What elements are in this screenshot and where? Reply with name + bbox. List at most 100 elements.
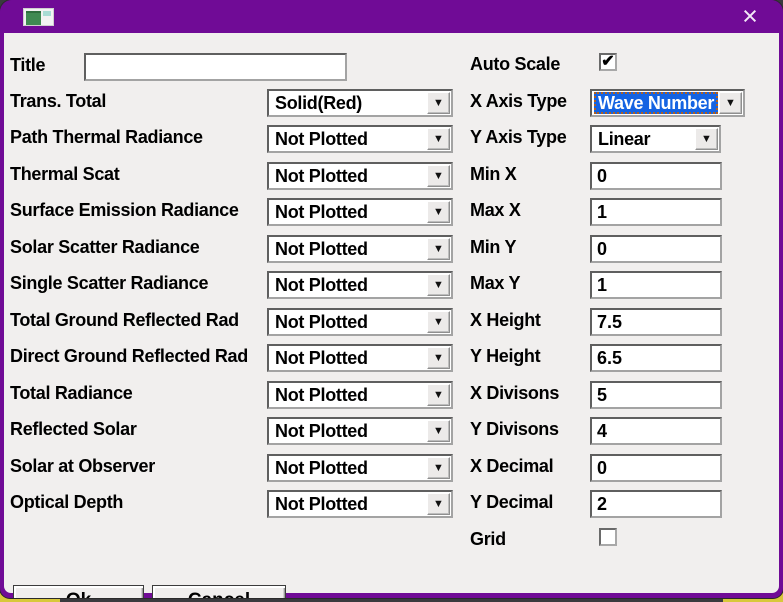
x-decimal-input[interactable] xyxy=(590,453,722,482)
ok-button[interactable]: Ok xyxy=(13,585,144,598)
thermal-scat-dropdown[interactable]: Not Plotted ▼ xyxy=(267,161,453,190)
series-label: Thermal Scat xyxy=(10,163,120,184)
trans-total-dropdown[interactable]: Solid(Red) ▼ xyxy=(267,88,453,117)
min-y-input[interactable] xyxy=(590,234,722,263)
dropdown-arrow-icon[interactable]: ▼ xyxy=(427,347,450,369)
axis-panel: Auto Scale ✔ X Axis Type Wave Number ▼ Y… xyxy=(470,52,770,592)
min-y-label: Min Y xyxy=(470,236,517,257)
dropdown-value: Not Plotted xyxy=(275,311,368,332)
series-row: Solar Scatter Radiance Not Plotted ▼ xyxy=(10,234,460,265)
series-row: Total Radiance Not Plotted ▼ xyxy=(10,380,460,411)
dialog-body: Title Trans. Total Solid(Red) ▼ Path The… xyxy=(4,33,779,598)
x-axis-type-label: X Axis Type xyxy=(470,90,567,111)
min-x-input[interactable] xyxy=(590,161,722,190)
single-scatter-radiance-dropdown[interactable]: Not Plotted ▼ xyxy=(267,271,453,299)
dropdown-arrow-icon[interactable]: ▼ xyxy=(427,91,450,114)
total-radiance-dropdown[interactable]: Not Plotted ▼ xyxy=(267,380,453,409)
dropdown-arrow-icon[interactable]: ▼ xyxy=(427,128,450,150)
dropdown-value: Not Plotted xyxy=(275,165,368,186)
dropdown-value: Linear xyxy=(598,129,651,149)
dropdown-value: Not Plotted xyxy=(275,421,368,441)
auto-scale-checkbox[interactable]: ✔ xyxy=(599,53,617,71)
dropdown-value: Not Plotted xyxy=(275,275,368,295)
dropdown-value: Not Plotted xyxy=(275,238,368,259)
min-y-row: Min Y xyxy=(470,234,770,265)
series-label: Reflected Solar xyxy=(10,419,137,439)
series-row: Solar at Observer Not Plotted ▼ xyxy=(10,453,460,484)
y-height-label: Y Height xyxy=(470,346,541,366)
close-icon[interactable]: × xyxy=(742,1,758,31)
series-row: Reflected Solar Not Plotted ▼ xyxy=(10,417,460,447)
dropdown-arrow-icon[interactable]: ▼ xyxy=(427,274,450,296)
series-row: Path Thermal Radiance Not Plotted ▼ xyxy=(10,125,460,155)
dropdown-value: Not Plotted xyxy=(275,202,368,222)
y-height-row: Y Height xyxy=(470,344,770,374)
dropdown-arrow-icon[interactable]: ▼ xyxy=(427,420,450,442)
auto-scale-row: Auto Scale ✔ xyxy=(470,52,770,82)
app-icon-panel xyxy=(43,11,51,16)
dropdown-value: Not Plotted xyxy=(275,348,368,368)
series-row: Single Scatter Radiance Not Plotted ▼ xyxy=(10,271,460,301)
series-row: Surface Emission Radiance Not Plotted ▼ xyxy=(10,198,460,228)
cancel-button[interactable]: Cancel xyxy=(152,585,286,598)
series-label: Optical Depth xyxy=(10,492,124,512)
y-axis-type-label: Y Axis Type xyxy=(470,127,567,147)
dropdown-arrow-icon[interactable]: ▼ xyxy=(427,493,450,515)
dropdown-arrow-icon[interactable]: ▼ xyxy=(719,91,742,114)
x-divisons-row: X Divisons xyxy=(470,380,770,411)
series-label: Total Radiance xyxy=(10,382,133,403)
solar-at-observer-dropdown[interactable]: Not Plotted ▼ xyxy=(267,453,453,482)
series-panel: Title Trans. Total Solid(Red) ▼ Path The… xyxy=(10,53,460,598)
total-ground-reflected-rad-dropdown[interactable]: Not Plotted ▼ xyxy=(267,307,453,336)
title-row: Title xyxy=(10,53,460,83)
series-label: Direct Ground Reflected Rad xyxy=(10,346,248,366)
dropdown-arrow-icon[interactable]: ▼ xyxy=(427,310,450,333)
y-decimal-input[interactable] xyxy=(590,490,722,518)
x-axis-type-row: X Axis Type Wave Number ▼ xyxy=(470,88,770,119)
series-row: Thermal Scat Not Plotted ▼ xyxy=(10,161,460,192)
y-divisons-row: Y Divisons xyxy=(470,417,770,447)
series-label: Single Scatter Radiance xyxy=(10,273,209,293)
y-height-input[interactable] xyxy=(590,344,722,372)
y-divisons-label: Y Divisons xyxy=(470,419,559,439)
series-label: Path Thermal Radiance xyxy=(10,127,203,147)
path-thermal-radiance-dropdown[interactable]: Not Plotted ▼ xyxy=(267,125,453,153)
dropdown-arrow-icon[interactable]: ▼ xyxy=(695,128,718,150)
auto-scale-label: Auto Scale xyxy=(470,54,561,74)
direct-ground-reflected-rad-dropdown[interactable]: Not Plotted ▼ xyxy=(267,344,453,372)
dropdown-value: Not Plotted xyxy=(275,457,368,478)
series-row: Optical Depth Not Plotted ▼ xyxy=(10,490,460,520)
y-divisons-input[interactable] xyxy=(590,417,722,445)
y-decimal-label: Y Decimal xyxy=(470,492,554,512)
title-bar[interactable]: × xyxy=(0,0,783,33)
series-label: Solar Scatter Radiance xyxy=(10,236,200,257)
surface-emission-radiance-dropdown[interactable]: Not Plotted ▼ xyxy=(267,198,453,226)
series-row: Trans. Total Solid(Red) ▼ xyxy=(10,88,460,119)
x-height-label: X Height xyxy=(470,309,541,330)
max-y-label: Max Y xyxy=(470,273,521,293)
app-icon-plot-area xyxy=(26,11,41,25)
x-axis-type-dropdown[interactable]: Wave Number ▼ xyxy=(590,88,745,117)
app-icon xyxy=(23,8,54,26)
dropdown-arrow-icon[interactable]: ▼ xyxy=(427,383,450,406)
x-height-input[interactable] xyxy=(590,307,722,336)
dropdown-arrow-icon[interactable]: ▼ xyxy=(427,237,450,260)
series-row: Direct Ground Reflected Rad Not Plotted … xyxy=(10,344,460,374)
reflected-solar-dropdown[interactable]: Not Plotted ▼ xyxy=(267,417,453,445)
x-decimal-label: X Decimal xyxy=(470,455,554,476)
solar-scatter-radiance-dropdown[interactable]: Not Plotted ▼ xyxy=(267,234,453,263)
y-axis-type-row: Y Axis Type Linear ▼ xyxy=(470,125,770,155)
title-input[interactable] xyxy=(84,53,347,81)
series-label: Trans. Total xyxy=(10,90,107,111)
dropdown-arrow-icon[interactable]: ▼ xyxy=(427,456,450,479)
grid-checkbox[interactable] xyxy=(599,527,617,546)
y-axis-type-dropdown[interactable]: Linear ▼ xyxy=(590,125,721,153)
x-divisons-input[interactable] xyxy=(590,380,722,409)
optical-depth-dropdown[interactable]: Not Plotted ▼ xyxy=(267,490,453,518)
max-x-input[interactable] xyxy=(590,198,722,226)
dropdown-arrow-icon[interactable]: ▼ xyxy=(427,164,450,187)
dropdown-value: Solid(Red) xyxy=(275,92,362,113)
max-y-input[interactable] xyxy=(590,271,722,299)
max-x-row: Max X xyxy=(470,198,770,228)
dropdown-arrow-icon[interactable]: ▼ xyxy=(427,201,450,223)
